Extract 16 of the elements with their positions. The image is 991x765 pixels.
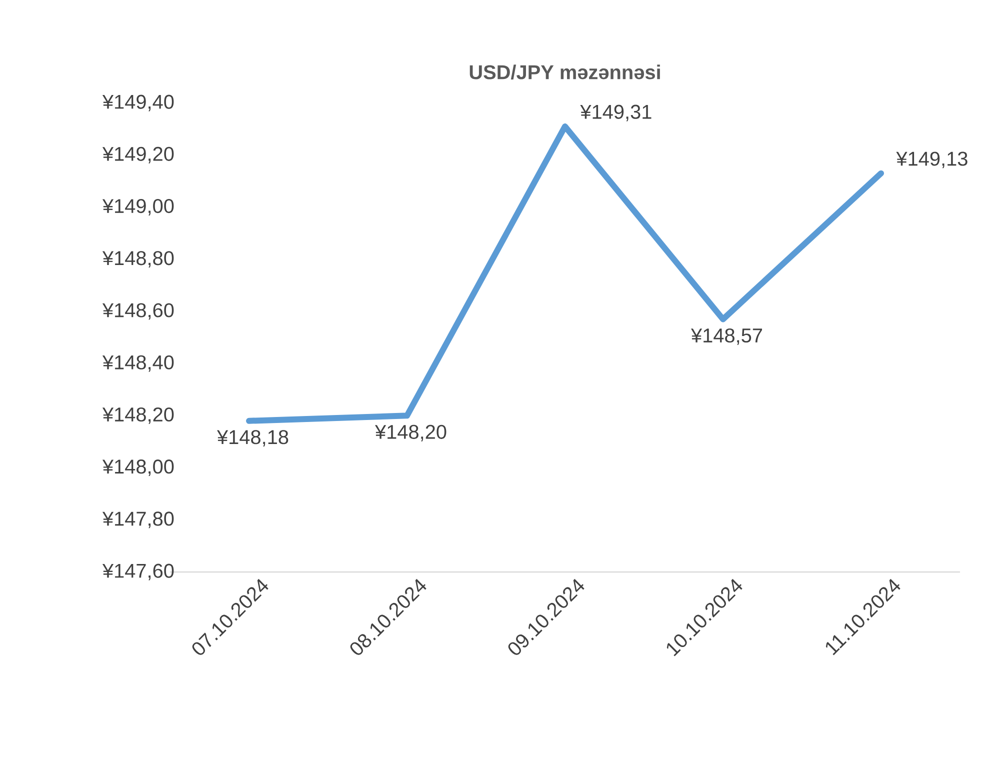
- data-label: ¥148,57: [690, 328, 762, 345]
- y-tick-label: ¥148,80: [102, 251, 174, 268]
- data-label: ¥149,13: [896, 152, 968, 168]
- y-tick-label: ¥149,40: [102, 94, 174, 112]
- y-tick-label: ¥147,60: [102, 564, 174, 580]
- y-tick-label: ¥149,00: [102, 198, 174, 216]
- y-tick-label: ¥148,60: [102, 303, 174, 320]
- y-tick-label: ¥147,80: [102, 512, 174, 528]
- y-tick-label: ¥148,40: [102, 355, 174, 372]
- y-tick-label: ¥148,00: [102, 460, 174, 476]
- chart-title: USD/JPY məzənnəsi: [470, 64, 660, 80]
- data-label: ¥148,20: [374, 424, 446, 442]
- data-label: ¥149,31: [580, 104, 652, 122]
- y-tick-label: ¥148,20: [102, 407, 174, 424]
- data-label: ¥148,18: [216, 430, 288, 447]
- y-tick-label: ¥149,20: [102, 146, 174, 164]
